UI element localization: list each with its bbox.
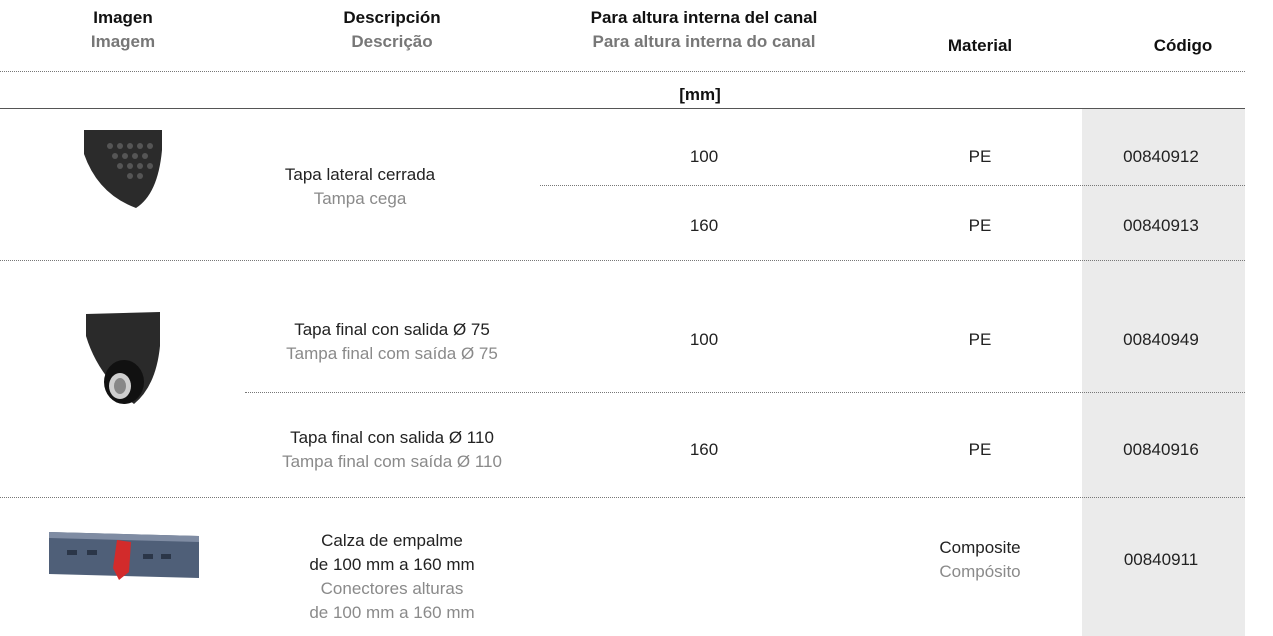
code-column-bg	[1082, 109, 1245, 636]
material: PE	[968, 147, 992, 166]
code: 00840916	[1123, 440, 1199, 459]
header: Imagen	[93, 8, 153, 27]
code: 00840911	[1123, 550, 1199, 569]
code: 00840949	[1123, 330, 1199, 349]
product-image	[49, 532, 199, 580]
product-image	[86, 312, 160, 404]
code: 00840913	[1123, 216, 1199, 235]
material-pt: Compósito	[939, 562, 1021, 581]
header: Para altura interna del canal	[590, 8, 818, 27]
description-pt: Conectores alturas	[320, 579, 464, 598]
separator	[0, 71, 1245, 72]
header: Imagem	[90, 32, 156, 51]
material: PE	[968, 440, 992, 459]
description-pt: Tampa final com saída Ø 110	[282, 452, 502, 471]
header: Descrição	[351, 32, 433, 51]
height: 160	[689, 440, 719, 459]
description: Tapa final con salida Ø 75	[294, 320, 490, 339]
separator	[245, 392, 1245, 393]
material: PE	[968, 216, 992, 235]
product-image	[84, 130, 162, 208]
height: 100	[689, 330, 719, 349]
separator	[0, 497, 1245, 498]
material: Composite	[939, 538, 1021, 557]
description: Tapa lateral cerrada	[284, 165, 436, 184]
height: 160	[689, 216, 719, 235]
separator	[0, 260, 1245, 261]
unit: [mm]	[679, 85, 721, 104]
header: Descripción	[343, 8, 441, 27]
header: Material	[947, 36, 1013, 55]
header: Código	[1153, 36, 1213, 55]
header: Para altura interna do canal	[592, 32, 816, 51]
code: 00840912	[1123, 147, 1199, 166]
material: PE	[968, 330, 992, 349]
description-pt: Tampa final com saída Ø 75	[286, 344, 498, 363]
separator	[540, 185, 1245, 186]
description-pt: Tampa cega	[313, 189, 407, 208]
description: Tapa final con salida Ø 110	[290, 428, 494, 447]
height: 100	[689, 147, 719, 166]
description: Calza de empalme	[321, 531, 463, 550]
description-pt: de 100 mm a 160 mm	[309, 603, 475, 622]
description: de 100 mm a 160 mm	[309, 555, 475, 574]
separator	[0, 108, 1245, 109]
